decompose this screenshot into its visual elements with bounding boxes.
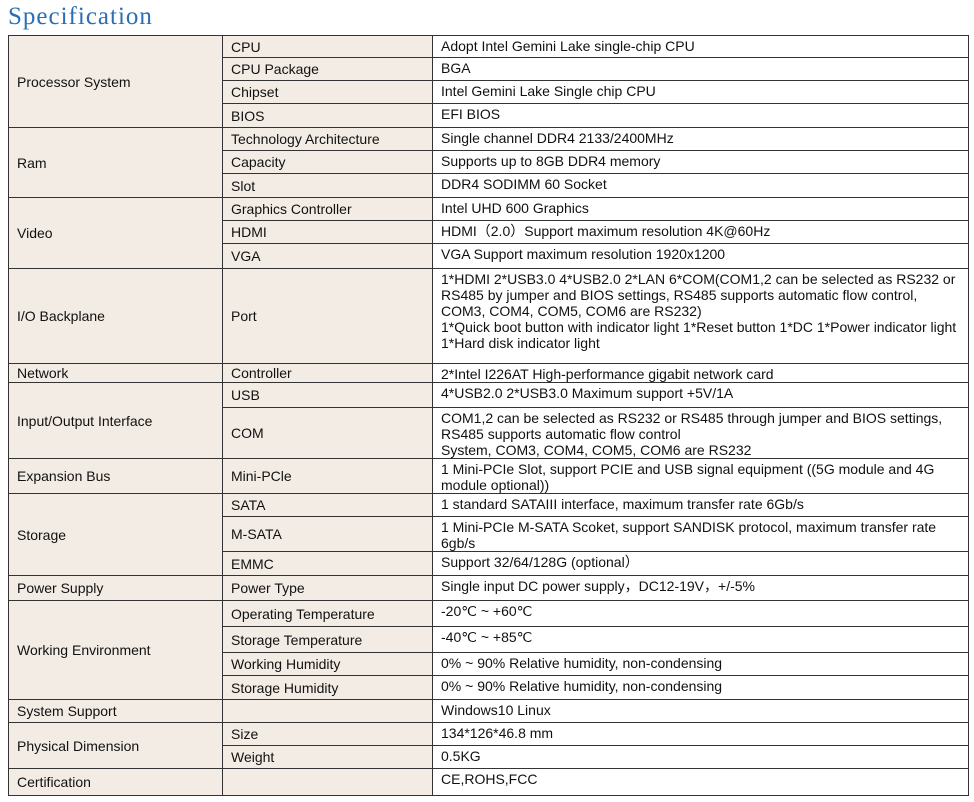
spec-body: Processor System CPU Adopt Intel Gemini La… — [8, 35, 969, 796]
item-value: 0.5KG — [432, 745, 969, 769]
item-value: BGA — [432, 57, 969, 81]
item-name: Storage Humidity — [222, 675, 433, 700]
item-value: 4*USB2.0 2*USB3.0 Maximum support +5V/1A — [432, 382, 969, 408]
item-name: HDMI — [222, 220, 433, 244]
item-name: USB — [222, 382, 433, 408]
item-name: Size — [222, 722, 433, 746]
group-name: Expansion Bus — [8, 458, 223, 494]
spec-row: Physical Dimension Size 134*126*46.8 mm — [8, 722, 969, 769]
item-name: SATA — [222, 493, 433, 517]
item-value: 1 Mini-PCIe Slot, support PCIE and USB s… — [432, 458, 969, 494]
item-value: Supports up to 8GB DDR4 memory — [432, 150, 969, 174]
spec-row: Working Environment Operating Temperature… — [8, 600, 969, 700]
group-name: System Support — [8, 699, 223, 723]
item-name: Chipset — [222, 80, 433, 104]
item-value: Single input DC power supply，DC12-19V，+/… — [432, 575, 969, 601]
item-value: 2*Intel I226AT High-performance gigabit … — [432, 363, 969, 383]
group-name: Power Supply — [8, 575, 223, 601]
spec-row: Expansion Bus Mini-PCle 1 Mini-PCIe Slot, … — [8, 458, 969, 494]
spec-row: BIOS EFI BIOS — [9, 103, 969, 128]
spec-row: Storage Temperature -40℃ ~ +85℃ — [9, 626, 969, 653]
spec-row: VGA VGA Support maximum resolution 1920x1… — [9, 243, 969, 269]
item-value: 0% ~ 90% Relative humidity, non-condensi… — [432, 675, 969, 700]
item-name — [222, 768, 433, 796]
item-name: M-SATA — [222, 516, 433, 552]
item-name: Working Humidity — [222, 652, 433, 676]
item-name: Graphics Controller — [222, 197, 433, 221]
spec-row: HDMI HDMI（2.0）Support maximum resolution … — [9, 220, 969, 244]
item-value: 1 standard SATAIII interface, maximum tr… — [432, 493, 969, 517]
item-name: Operating Temperature — [222, 600, 433, 627]
spec-row: M-SATA 1 Mini-PCIe M-SATA Scoket, support… — [9, 516, 969, 552]
group-name: I/O Backplane — [8, 268, 223, 364]
spec-row: I/O Backplane Port 1*HDMI 2*USB3.0 4*USB2.… — [8, 268, 969, 364]
item-value: EFI BIOS — [432, 103, 969, 128]
item-name: Capacity — [222, 150, 433, 174]
spec-row: Video Graphics Controller Intel UHD 600 Gr… — [8, 197, 969, 269]
item-name: Slot — [222, 173, 433, 198]
spec-row: Power Supply Power Type Single input DC po… — [8, 575, 969, 601]
item-value: Intel Gemini Lake Single chip CPU — [432, 80, 969, 104]
item-value: CE,ROHS,FCC — [432, 768, 969, 796]
item-name: VGA — [222, 243, 433, 269]
spec-row: Processor System CPU Adopt Intel Gemini La… — [8, 35, 969, 128]
item-value: 134*126*46.8 mm — [432, 722, 969, 746]
item-value: -40℃ ~ +85℃ — [432, 626, 969, 653]
item-value: Windows10 Linux — [432, 699, 969, 723]
group-name: Input/Output Interface — [8, 382, 223, 459]
item-name: Controller — [222, 363, 433, 383]
item-value: Support 32/64/128G (optional） — [432, 551, 969, 576]
group-name: Working Environment — [8, 600, 223, 700]
group-name: Network — [8, 363, 223, 383]
item-value: 1*HDMI 2*USB3.0 4*USB2.0 2*LAN 6*COM(COM… — [432, 268, 969, 364]
group-name: Physical Dimension — [8, 722, 223, 769]
spec-row: Certification CE,ROHS,FCC — [8, 768, 969, 796]
item-name: COM — [222, 407, 433, 459]
spec-row: Capacity Supports up to 8GB DDR4 memory — [9, 150, 969, 174]
group-name: Ram — [8, 127, 223, 198]
spec-row: Slot DDR4 SODIMM 60 Socket — [9, 173, 969, 198]
spec-table: Processor System CPU Adopt Intel Gemini La… — [8, 35, 969, 796]
item-value: 1 Mini-PCIe M-SATA Scoket, support SANDI… — [432, 516, 969, 552]
spec-row: Chipset Intel Gemini Lake Single chip CPU — [9, 80, 969, 104]
item-value: VGA Support maximum resolution 1920x1200 — [432, 243, 969, 269]
item-name: EMMC — [222, 551, 433, 576]
item-name: Technology Architecture — [222, 127, 433, 151]
spec-row: Storage SATA 1 standard SATAIII interface,… — [8, 493, 969, 576]
spec-row: Ram Technology Architecture Single channel… — [8, 127, 969, 198]
item-name: CPU Package — [222, 57, 433, 81]
item-name: Power Type — [222, 575, 433, 601]
group-name: Video — [8, 197, 223, 269]
item-value: -20℃ ~ +60℃ — [432, 600, 969, 627]
item-value: 0% ~ 90% Relative humidity, non-condensi… — [432, 652, 969, 676]
item-name: Weight — [222, 745, 433, 769]
item-value: COM1,2 can be selected as RS232 or RS485… — [432, 407, 969, 459]
item-name — [222, 699, 433, 723]
item-name: Mini-PCle — [222, 458, 433, 494]
spec-row: CPU Package BGA — [9, 57, 969, 81]
spec-row: Network Controller 2*Intel I226AT High-per… — [8, 363, 969, 383]
item-value: HDMI（2.0）Support maximum resolution 4K@6… — [432, 220, 969, 244]
item-name: CPU — [222, 35, 433, 58]
item-name: BIOS — [222, 103, 433, 128]
spec-row: System Support Windows10 Linux — [8, 699, 969, 723]
spec-row: Input/Output Interface USB 4*USB2.0 2*USB3… — [8, 382, 969, 459]
group-name: Certification — [8, 768, 223, 796]
item-value: Adopt Intel Gemini Lake single-chip CPU — [432, 35, 969, 58]
title: Specification — [8, 3, 153, 30]
item-value: Single channel DDR4 2133/2400MHz — [432, 127, 969, 151]
spec-row: Storage Humidity 0% ~ 90% Relative humidi… — [9, 675, 969, 700]
group-name: Processor System — [8, 35, 223, 128]
item-value: DDR4 SODIMM 60 Socket — [432, 173, 969, 198]
item-name: Storage Temperature — [222, 626, 433, 653]
spec-row: Working Humidity 0% ~ 90% Relative humidi… — [9, 652, 969, 676]
item-value: Intel UHD 600 Graphics — [432, 197, 969, 221]
item-name: Port — [222, 268, 433, 364]
spec-row: COM COM1,2 can be selected as RS232 or RS… — [9, 407, 969, 459]
group-name: Storage — [8, 493, 223, 576]
